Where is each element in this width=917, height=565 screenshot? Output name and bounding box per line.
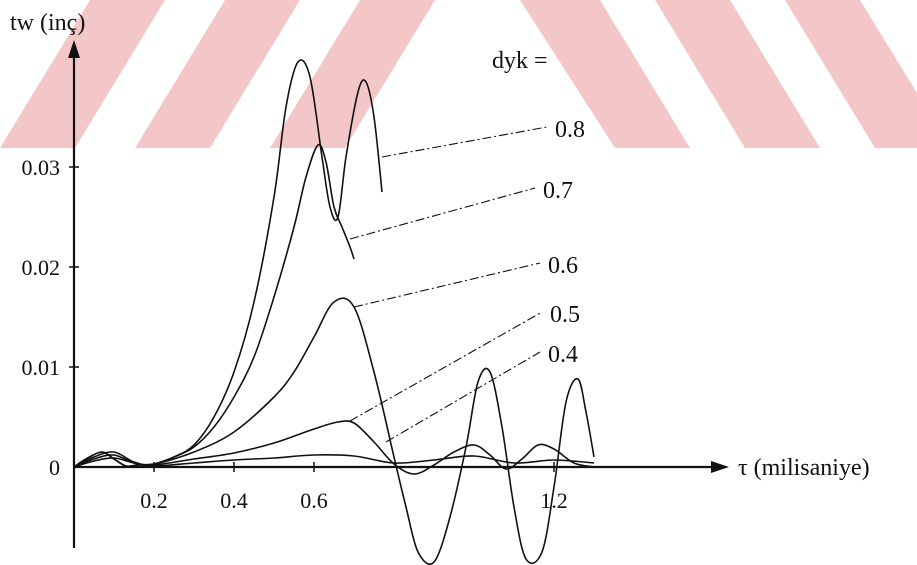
series-label-0-5: 0.5 (550, 302, 580, 328)
series-group (73, 59, 595, 565)
watermark-stripe (0, 0, 165, 148)
series-label-0-6: 0.6 (548, 253, 578, 279)
x-axis-label: τ (milisaniye) (738, 455, 870, 481)
watermark-stripe (785, 0, 917, 148)
series-leader-0-7 (349, 187, 536, 240)
series-leader-0-4 (385, 351, 541, 443)
legend-title: dyk = (492, 48, 548, 74)
y-tick-label: 0.02 (22, 255, 61, 280)
x-axis-arrow (711, 461, 729, 473)
series-label-0-8: 0.8 (555, 117, 585, 143)
x-tick-label: 0.2 (140, 488, 168, 513)
watermark-stripe (270, 0, 435, 148)
series-label-group: 0.8 0.7 0.6 0.5 0.4 (543, 117, 585, 368)
series-label-0-7: 0.7 (543, 178, 573, 204)
watermark-stripe (655, 0, 820, 148)
y-axis-arrow (68, 40, 80, 58)
series-leader-0-6 (353, 262, 541, 308)
series-line-0-4 (73, 454, 595, 468)
x-tick-label: 0.4 (220, 488, 248, 513)
x-tick-label: 0.6 (300, 488, 328, 513)
y-tick-label: 0.03 (22, 155, 61, 180)
tick-group: 0.2 0.4 0.6 1.200.010.020.03 (22, 155, 568, 513)
axes (68, 40, 729, 548)
leader-group (349, 126, 548, 443)
series-line-0-5 (73, 420, 595, 475)
series-leader-0-5 (349, 311, 543, 422)
y-tick-label: 0.01 (22, 355, 61, 380)
watermark-stripe (135, 0, 300, 148)
series-label-0-4: 0.4 (548, 342, 578, 368)
series-leader-0-8 (381, 126, 548, 158)
y-tick-label: 0 (49, 455, 60, 480)
watermark (0, 0, 917, 148)
series-line-0-6 (73, 297, 595, 565)
watermark-stripe (520, 0, 690, 148)
series-line-0-7 (73, 143, 355, 468)
y-axis-label: tw (inç) (10, 10, 85, 36)
